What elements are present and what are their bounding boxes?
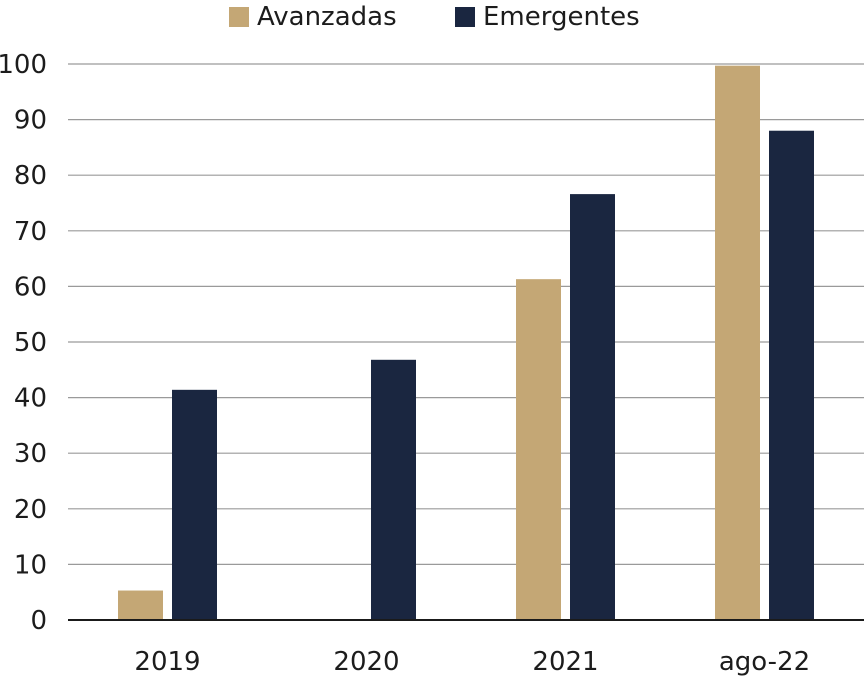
x-tick-label: 2019 [134,647,200,677]
y-tick-label: 70 [14,217,47,247]
y-tick-label: 0 [30,606,47,636]
legend-label-avanzadas: Avanzadas [257,2,397,32]
y-tick-label: 50 [14,328,47,358]
bar-emergentes-ago-22 [769,130,814,620]
legend-label-emergentes: Emergentes [483,2,640,32]
y-tick-label: 40 [14,384,47,414]
y-tick-label: 20 [14,495,47,525]
y-tick-label: 30 [14,439,47,469]
y-tick-label: 80 [14,161,47,191]
x-tick-label: 2020 [333,647,399,677]
x-tick-label: ago-22 [719,647,810,677]
y-tick-label: 10 [14,550,47,580]
x-tick-label: 2021 [532,647,598,677]
bar-emergentes-2020 [371,359,416,620]
legend: Avanzadas Emergentes [0,0,864,40]
legend-item-avanzadas: Avanzadas [229,2,397,32]
y-tick-label: 100 [0,50,47,80]
bar-avanzadas-2019 [118,590,163,620]
legend-swatch-avanzadas [229,7,249,27]
y-tick-label: 60 [14,272,47,302]
bar-emergentes-2021 [570,194,615,620]
bar-emergentes-2019 [172,389,217,620]
legend-item-emergentes: Emergentes [455,2,640,32]
legend-swatch-emergentes [455,7,475,27]
y-tick-label: 90 [14,106,47,136]
bar-avanzadas-2021 [516,279,561,620]
bar-avanzadas-ago-22 [715,65,760,621]
